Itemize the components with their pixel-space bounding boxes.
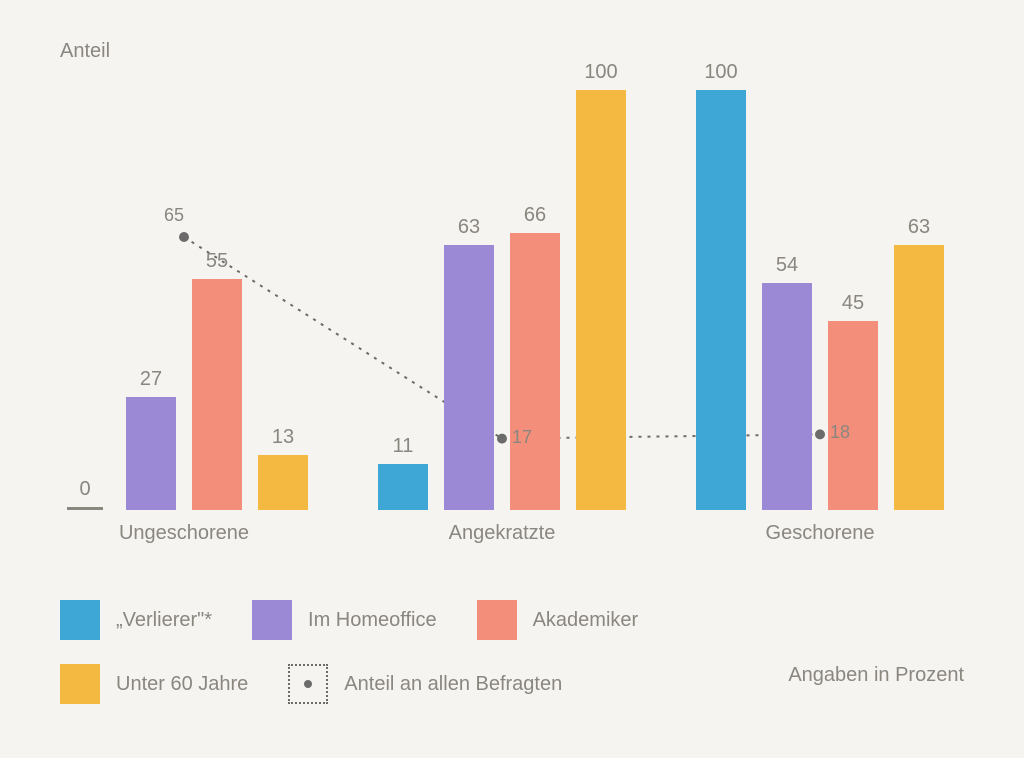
bar: 55 bbox=[192, 250, 242, 510]
bar: 63 bbox=[894, 216, 944, 510]
bar-rect bbox=[378, 464, 428, 510]
bar: 100 bbox=[576, 61, 626, 510]
legend-item-anteil-alle: Anteil an allen Befragten bbox=[288, 664, 562, 704]
bar-value-label: 100 bbox=[704, 61, 737, 84]
bar-group: 0 27 55 13 bbox=[60, 250, 308, 510]
legend-swatch bbox=[60, 664, 100, 704]
bar-rect bbox=[894, 245, 944, 510]
legend-label: Anteil an allen Befragten bbox=[344, 673, 562, 696]
category-label: Geschorene bbox=[766, 522, 875, 545]
legend-label: Unter 60 Jahre bbox=[116, 673, 248, 696]
bar-value-label: 27 bbox=[140, 368, 162, 391]
category-label: Ungeschorene bbox=[119, 522, 249, 545]
bar-value-label: 63 bbox=[458, 216, 480, 239]
bar-rect bbox=[192, 279, 242, 510]
legend-label: „Verlierer"* bbox=[116, 609, 212, 632]
bar-value-label: 55 bbox=[206, 250, 228, 273]
footer-note: Angaben in Prozent bbox=[788, 664, 964, 687]
category-label: Angekratzte bbox=[449, 522, 556, 545]
trend-point-label: 65 bbox=[164, 205, 184, 226]
legend-label: Akademiker bbox=[533, 609, 639, 632]
trend-point bbox=[179, 232, 189, 242]
bar-value-label: 11 bbox=[393, 435, 414, 458]
bar-value-label: 45 bbox=[842, 292, 864, 315]
bar: 45 bbox=[828, 292, 878, 510]
chart-plot-area: 0275513Ungeschorene116366100Angekratzte1… bbox=[60, 90, 964, 510]
bar: 0 bbox=[60, 478, 110, 510]
bar-rect bbox=[762, 283, 812, 510]
bar-value-label: 13 bbox=[272, 426, 294, 449]
trend-point-label: 18 bbox=[830, 422, 850, 443]
bar-rect bbox=[444, 245, 494, 510]
legend-item-verlierer: „Verlierer"* bbox=[60, 600, 212, 640]
bar: 63 bbox=[444, 216, 494, 510]
bar-rect bbox=[510, 233, 560, 510]
bar: 27 bbox=[126, 368, 176, 510]
legend-item-homeoffice: Im Homeoffice bbox=[252, 600, 437, 640]
legend-row-1: „Verlierer"* Im Homeoffice Akademiker bbox=[60, 600, 964, 640]
bar-rect bbox=[576, 90, 626, 510]
legend-item-akademiker: Akademiker bbox=[477, 600, 639, 640]
bar-group: 100 54 45 63 bbox=[696, 61, 944, 510]
bar-value-label: 100 bbox=[584, 61, 617, 84]
bar-rect bbox=[126, 397, 176, 510]
bar: 13 bbox=[258, 426, 308, 510]
bar-value-label: 66 bbox=[524, 204, 546, 227]
legend-swatch bbox=[477, 600, 517, 640]
bar-rect bbox=[696, 90, 746, 510]
dot-icon bbox=[304, 680, 312, 688]
bar: 100 bbox=[696, 61, 746, 510]
legend-swatch bbox=[252, 600, 292, 640]
bar: 54 bbox=[762, 254, 812, 510]
trend-point-label: 17 bbox=[512, 427, 532, 448]
y-axis-label: Anteil bbox=[60, 40, 110, 63]
bar-value-label: 0 bbox=[79, 478, 90, 501]
bar-value-label: 54 bbox=[776, 254, 798, 277]
legend-swatch-dotted bbox=[288, 664, 328, 704]
bar: 11 bbox=[378, 435, 428, 510]
bar-rect bbox=[828, 321, 878, 510]
bar: 66 bbox=[510, 204, 560, 510]
legend-swatch bbox=[60, 600, 100, 640]
bar-rect bbox=[258, 455, 308, 510]
bar-value-label: 63 bbox=[908, 216, 930, 239]
zero-tick bbox=[67, 507, 103, 510]
legend-item-unter60: Unter 60 Jahre bbox=[60, 664, 248, 704]
legend-label: Im Homeoffice bbox=[308, 609, 437, 632]
bar-group: 11 63 66 100 bbox=[378, 61, 626, 510]
